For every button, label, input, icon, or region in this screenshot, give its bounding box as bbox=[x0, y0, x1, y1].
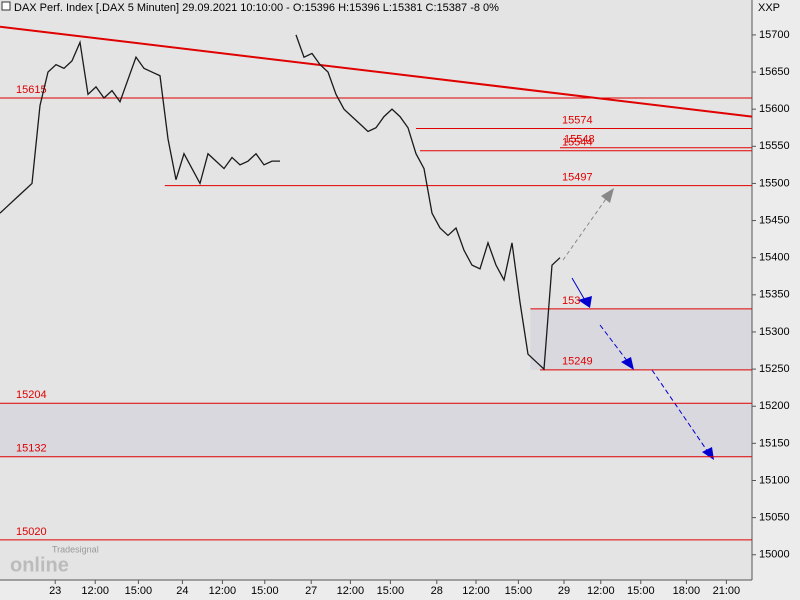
arrow-head bbox=[578, 296, 592, 308]
y-tick-label: 15550 bbox=[759, 140, 790, 152]
level-label: 15497 bbox=[562, 172, 593, 184]
y-tick-label: 15350 bbox=[759, 289, 790, 301]
checkbox[interactable] bbox=[1, 1, 11, 11]
arrow-head bbox=[601, 188, 614, 203]
y-tick-label: 15200 bbox=[759, 400, 790, 412]
level-label: 15204 bbox=[16, 389, 47, 401]
logo: online bbox=[10, 554, 69, 576]
zone bbox=[0, 403, 752, 457]
x-tick-label: 24 bbox=[176, 585, 188, 597]
x-tick-label: 15:00 bbox=[505, 585, 533, 597]
level-label: 15020 bbox=[16, 526, 47, 538]
y-tick-label: 15150 bbox=[759, 437, 790, 449]
y-tick-label: 15700 bbox=[759, 29, 790, 41]
zone bbox=[530, 308, 752, 370]
x-tick-label: 15:00 bbox=[627, 585, 655, 597]
level-label: 15615 bbox=[16, 84, 47, 96]
y-tick-label: 15400 bbox=[759, 252, 790, 264]
x-tick-label: 12:00 bbox=[462, 585, 490, 597]
y-tick-label: 15650 bbox=[759, 66, 790, 78]
x-tick-label: 18:00 bbox=[673, 585, 701, 597]
x-tick-label: 15:00 bbox=[125, 585, 153, 597]
level-label: 15574 bbox=[562, 114, 593, 126]
arrow bbox=[651, 369, 709, 453]
y-tick-label: 15100 bbox=[759, 474, 790, 486]
x-tick-label: 12:00 bbox=[337, 585, 365, 597]
price-line bbox=[0, 34, 561, 371]
level-label: 153 bbox=[562, 295, 580, 307]
forecast-arrows bbox=[562, 188, 714, 460]
x-tick-label: 12:00 bbox=[209, 585, 237, 597]
arrow-head bbox=[621, 357, 634, 370]
x-tick-label: 12:00 bbox=[81, 585, 109, 597]
level-label: 15548 bbox=[564, 134, 595, 146]
y-tick-label: 15250 bbox=[759, 363, 790, 375]
y-tick-label: 15600 bbox=[759, 103, 790, 115]
axis-panel bbox=[0, 580, 752, 600]
x-tick-label: 28 bbox=[431, 585, 443, 597]
trendline bbox=[0, 25, 753, 118]
y-tick-label: 15500 bbox=[759, 177, 790, 189]
level-label: 15249 bbox=[562, 356, 593, 368]
x-tick-label: 15:00 bbox=[251, 585, 279, 597]
logo: Tradesignal bbox=[52, 544, 99, 554]
arrow bbox=[562, 195, 609, 261]
level-label: 15132 bbox=[16, 443, 47, 455]
arrow bbox=[571, 277, 587, 303]
y-tick-label: 15050 bbox=[759, 512, 790, 524]
axis-label: XXP bbox=[758, 2, 780, 14]
x-tick-label: 23 bbox=[49, 585, 61, 597]
axis-panel bbox=[752, 0, 800, 600]
chart-title: DAX Perf. Index [.DAX 5 Minuten] 29.09.2… bbox=[14, 2, 499, 14]
y-tick-label: 15300 bbox=[759, 326, 790, 338]
y-tick-label: 15000 bbox=[759, 549, 790, 561]
x-tick-label: 21:00 bbox=[713, 585, 741, 597]
y-tick-label: 15450 bbox=[759, 214, 790, 226]
x-tick-label: 29 bbox=[558, 585, 570, 597]
x-tick-label: 15:00 bbox=[377, 585, 405, 597]
level-label: 15544 bbox=[562, 137, 593, 149]
x-tick-label: 27 bbox=[305, 585, 317, 597]
x-tick-label: 12:00 bbox=[587, 585, 615, 597]
